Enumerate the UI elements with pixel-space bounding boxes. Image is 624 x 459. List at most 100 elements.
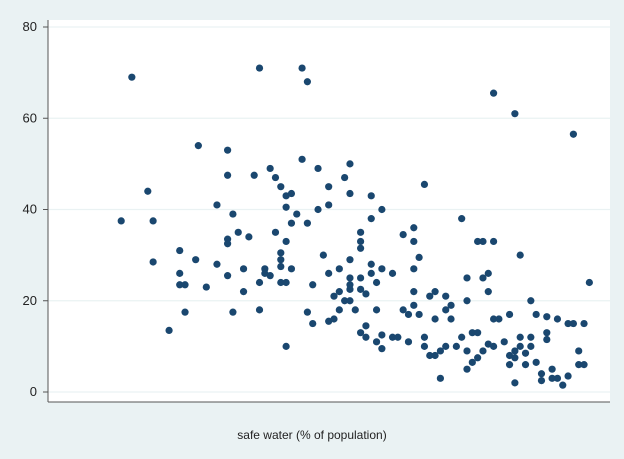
data-point [335,265,343,273]
data-point [580,319,588,328]
data-point [399,306,407,314]
data-point [255,64,264,72]
data-point [521,361,530,369]
data-point [378,331,386,339]
data-point [346,281,354,289]
data-point [436,374,444,382]
data-point [282,237,290,246]
data-point [442,292,450,300]
data-point [484,288,492,296]
data-point [277,278,285,287]
data-point [394,333,402,341]
data-point [224,171,232,179]
data-point [543,335,551,344]
data-point [202,283,210,291]
data-point [298,155,306,163]
data-point [532,358,540,366]
data-point [410,301,418,309]
y-tick-label: 0 [30,384,37,399]
data-point [367,192,375,200]
data-point [543,313,551,321]
data-point [357,228,365,236]
data-point [367,269,375,277]
data-point [176,269,184,277]
data-point [128,73,136,81]
data-point [346,189,354,198]
data-point [442,342,450,350]
data-point [346,297,354,305]
data-point [420,180,429,189]
data-point [415,310,423,319]
data-point [490,342,498,350]
data-point [346,256,354,264]
data-point [372,306,381,314]
data-point [266,164,274,173]
data-point [229,210,237,218]
data-point [527,333,535,341]
data-point [553,374,562,382]
data-point [309,319,317,328]
data-point [410,265,418,273]
data-point [426,292,434,300]
data-point [239,265,248,273]
data-point [537,376,546,385]
data-point [452,342,460,350]
data-point [367,260,375,268]
data-point [463,347,471,355]
data-point [537,370,546,378]
data-point [362,333,370,341]
data-point [484,269,492,277]
data-point [287,219,296,227]
data-point [447,301,455,309]
data-point [516,342,524,350]
data-point [559,381,567,389]
data-point [234,228,242,236]
data-point [181,281,189,289]
data-point [357,244,365,252]
data-point [511,347,519,355]
data-point [346,274,354,282]
data-point [564,372,572,380]
data-point [357,237,365,246]
data-point [378,345,386,353]
data-point [527,297,535,305]
data-point [490,237,498,246]
data-point [468,329,476,337]
data-point [229,308,237,316]
data-point [309,281,317,289]
data-point [420,342,429,350]
data-point [410,237,418,246]
data-point [388,333,397,341]
data-point [271,228,280,236]
data-point [378,205,386,214]
data-point [277,249,285,257]
data-point [474,237,482,246]
data-point [314,205,322,214]
data-point [277,256,285,264]
data-point [117,217,125,225]
data-point [357,274,365,282]
data-point [575,347,583,355]
data-point [213,260,221,268]
data-point [378,265,386,273]
data-point [213,201,221,209]
data-point [585,278,593,287]
data-point [410,224,418,232]
data-point [490,315,498,323]
data-point [505,361,514,369]
data-point [479,347,487,355]
data-point [357,329,365,337]
data-point [287,265,296,273]
data-point [346,160,354,168]
data-point [521,349,530,357]
data-point [303,78,311,86]
data-point [511,110,519,118]
data-point [447,315,455,323]
data-point [298,64,306,72]
data-point [314,164,322,173]
data-point [436,347,444,355]
data-point [362,322,370,330]
data-point [192,256,200,264]
data-point [224,272,232,280]
